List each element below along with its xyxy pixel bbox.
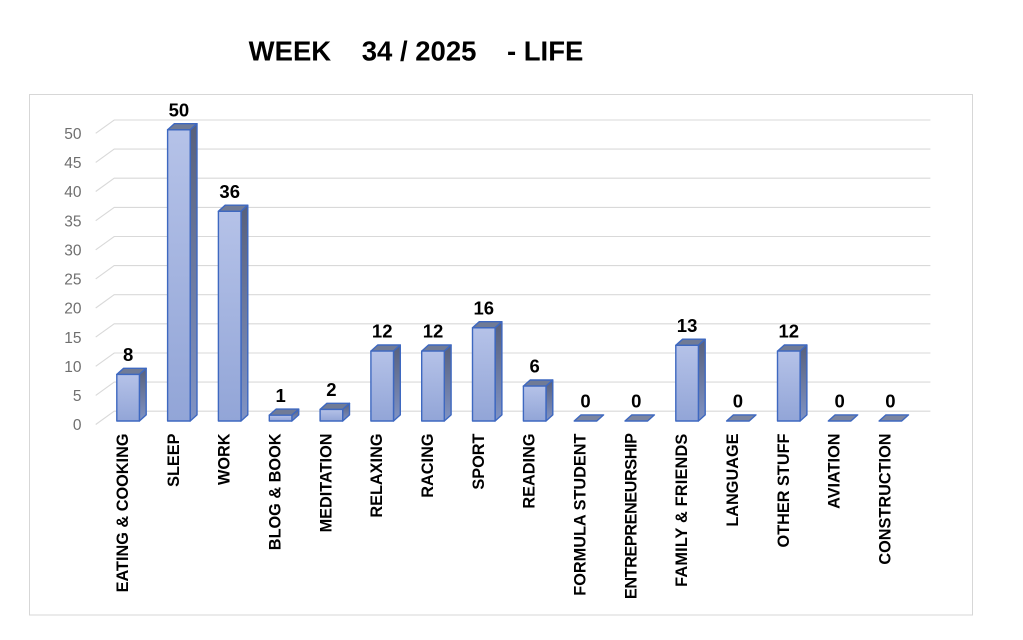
svg-text:12: 12 (779, 321, 800, 342)
svg-text:0: 0 (885, 391, 895, 412)
svg-text:10: 10 (64, 359, 82, 376)
svg-text:WEEK 34 / 2025 - LIFE: WEEK 34 / 2025 - LIFE (249, 36, 584, 67)
svg-text:OTHER STUFF: OTHER STUFF (775, 433, 793, 547)
svg-text:SLEEP: SLEEP (165, 433, 183, 487)
svg-text:AVIATION: AVIATION (826, 434, 844, 509)
svg-text:35: 35 (64, 213, 81, 230)
svg-text:15: 15 (64, 330, 81, 347)
svg-text:2: 2 (326, 379, 336, 400)
svg-text:EATING & COOKING: EATING & COOKING (114, 434, 132, 593)
svg-text:0: 0 (580, 391, 590, 412)
svg-text:8: 8 (123, 344, 133, 365)
svg-text:BLOG & BOOK: BLOG & BOOK (267, 433, 285, 550)
svg-text:50: 50 (64, 126, 82, 143)
svg-text:40: 40 (64, 184, 82, 201)
svg-text:0: 0 (631, 391, 641, 412)
svg-text:20: 20 (64, 301, 82, 318)
svg-text:WORK: WORK (216, 433, 234, 485)
svg-text:5: 5 (73, 388, 82, 405)
svg-text:36: 36 (219, 181, 240, 202)
svg-text:FORMULA STUDENT: FORMULA STUDENT (572, 433, 590, 595)
svg-text:ENTREPRENEURSHIP: ENTREPRENEURSHIP (622, 433, 640, 599)
svg-text:12: 12 (423, 321, 444, 342)
svg-text:13: 13 (677, 315, 698, 336)
svg-text:RACING: RACING (419, 434, 437, 498)
svg-text:25: 25 (64, 272, 81, 289)
svg-text:LANGUAGE: LANGUAGE (724, 433, 742, 526)
svg-text:16: 16 (474, 297, 495, 318)
svg-text:30: 30 (64, 243, 82, 260)
svg-text:READING: READING (521, 434, 539, 509)
svg-text:FAMILY & FRIENDS: FAMILY & FRIENDS (673, 434, 691, 587)
svg-text:0: 0 (834, 391, 844, 412)
svg-text:MEDITATION: MEDITATION (317, 434, 335, 533)
svg-text:0: 0 (73, 417, 82, 434)
svg-text:6: 6 (530, 356, 540, 377)
svg-text:45: 45 (64, 155, 81, 172)
svg-text:SPORT: SPORT (470, 433, 488, 489)
svg-text:1: 1 (275, 385, 285, 406)
svg-text:CONSTRUCTION: CONSTRUCTION (876, 434, 894, 565)
svg-text:0: 0 (733, 391, 743, 412)
svg-text:50: 50 (169, 99, 190, 120)
svg-text:12: 12 (372, 321, 393, 342)
svg-text:RELAXING: RELAXING (368, 434, 386, 518)
